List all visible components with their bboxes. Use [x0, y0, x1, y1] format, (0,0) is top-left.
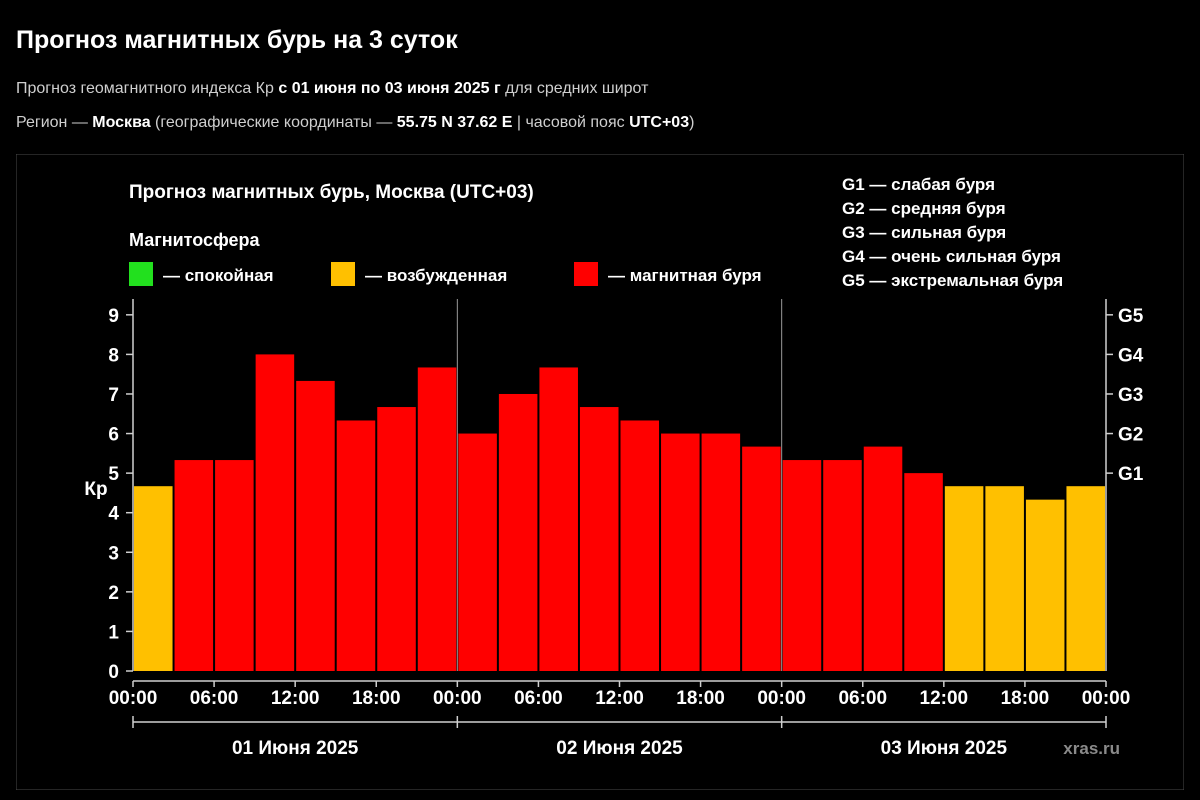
g-tick-label-G3: G3: [1118, 385, 1143, 406]
y-tick-label-7: 7: [108, 385, 119, 406]
bar-21: [944, 486, 984, 671]
bar-8: [417, 367, 457, 671]
bar-16: [742, 446, 781, 671]
grid: [456, 299, 783, 671]
coords-prefix: (географические координаты —: [150, 114, 397, 131]
storm-level-3: G3 — сильная буря: [842, 223, 1006, 242]
bar-3: [215, 460, 254, 671]
bar-22: [985, 486, 1024, 671]
y-tick-label-8: 8: [108, 345, 119, 366]
bar-10: [498, 393, 538, 671]
g-tick-label-G1: G1: [1118, 464, 1144, 485]
x-tick-label-11: 18:00: [1001, 688, 1050, 709]
legend-label-storm: — магнитная буря: [608, 266, 762, 285]
day-labels: 01 Июня 2025 02 Июня 2025 03 Июня 2025: [132, 716, 1107, 759]
region-prefix: Регион —: [16, 114, 93, 131]
bar-4: [255, 354, 295, 671]
x-tick-label-12: 00:00: [1082, 688, 1131, 709]
y-tick-label-3: 3: [108, 543, 119, 564]
x-tick-label-9: 06:00: [838, 688, 887, 709]
bar-18: [823, 460, 862, 671]
g-axis-ticks: G1 G2 G3 G4 G5: [1106, 306, 1144, 485]
day-label-2: 02 Июня 2025: [556, 738, 683, 759]
legend-label-calm: — спокойная: [163, 266, 274, 285]
bar-2: [174, 460, 214, 671]
x-tick-label-6: 12:00: [595, 688, 644, 709]
x-tick-label-5: 06:00: [514, 688, 563, 709]
bar-19: [863, 446, 903, 671]
bar-11: [539, 367, 578, 671]
y-axis-ticks: 0 1 2 3 4 5 6 7 8 9: [108, 306, 133, 683]
x-tick-label-3: 18:00: [352, 688, 401, 709]
y-tick-label-4: 4: [108, 504, 119, 525]
bar-23: [1025, 499, 1065, 671]
x-tick-label-0: 00:00: [109, 688, 158, 709]
storm-level-4: G4 — очень сильная буря: [842, 247, 1061, 266]
bar-1: [134, 486, 173, 671]
period-prefix: Прогноз геомагнитного индекса Кр: [16, 80, 279, 97]
region-name: Москва: [92, 114, 151, 131]
legend-label-excited: — возбужденная: [365, 266, 507, 285]
timezone-value: UTC+03: [629, 114, 690, 131]
chart-title: Прогноз магнитных бурь, Москва (UTC+03): [129, 182, 534, 203]
y-axis-label: Кр: [84, 479, 107, 500]
region-suffix: ): [689, 114, 695, 131]
bar-24: [1066, 486, 1105, 671]
bar-7: [377, 407, 416, 671]
magnetosphere-title: Магнитосфера: [129, 230, 261, 250]
y-tick-label-6: 6: [108, 425, 119, 446]
day-label-3: 03 Июня 2025: [881, 738, 1008, 759]
forecast-period-line: Прогноз геомагнитного индекса Кр с 01 ию…: [16, 80, 648, 98]
kp-forecast-chart: Прогноз магнитных бурь, Москва (UTC+03) …: [16, 154, 1184, 790]
bar-20: [904, 473, 943, 671]
watermark: xras.ru: [1063, 739, 1120, 758]
y-tick-label-2: 2: [108, 583, 119, 604]
x-axis-ticks: 00:00 06:00 12:00 18:00 00:00 06:00 12:00 18:00…: [109, 681, 1131, 709]
g-tick-label-G2: G2: [1118, 425, 1143, 446]
y-tick-label-0: 0: [108, 662, 119, 683]
g-tick-label-G5: G5: [1118, 306, 1144, 327]
bars: [134, 354, 1105, 671]
region-line: Регион — Москва (географические координа…: [16, 114, 694, 132]
period-suffix: для средних широт: [500, 80, 649, 97]
y-tick-label-5: 5: [108, 464, 119, 485]
legend-swatch-excited: [331, 262, 355, 286]
legend: — спокойная — возбужденная — магнитная бур…: [129, 262, 762, 286]
x-tick-label-2: 12:00: [271, 688, 320, 709]
coords-value: 55.75 N 37.62 E: [396, 114, 513, 131]
x-tick-label-4: 00:00: [433, 688, 482, 709]
day-label-1: 01 Июня 2025: [232, 738, 359, 759]
x-tick-label-7: 18:00: [676, 688, 725, 709]
y-tick-label-1: 1: [108, 622, 119, 643]
storm-level-legend: G1 — слабая буря G2 — средняя буря G3 — си…: [842, 175, 1063, 290]
timezone-prefix: | часовой пояс: [512, 114, 630, 131]
x-tick-label-10: 12:00: [920, 688, 969, 709]
storm-level-2: G2 — средняя буря: [842, 199, 1006, 218]
x-tick-label-1: 06:00: [190, 688, 239, 709]
bar-17: [782, 460, 822, 671]
x-tick-label-8: 00:00: [757, 688, 806, 709]
bar-15: [701, 433, 741, 671]
legend-swatch-storm: [574, 262, 598, 286]
bar-9: [458, 433, 497, 671]
y-tick-label-9: 9: [108, 306, 119, 327]
bar-5: [296, 380, 335, 671]
bar-14: [661, 433, 700, 671]
bar-6: [336, 420, 376, 671]
page-title: Прогноз магнитных бурь на 3 суток: [16, 26, 458, 54]
g-tick-label-G4: G4: [1118, 345, 1144, 366]
bar-13: [620, 420, 660, 671]
bar-12: [579, 407, 619, 671]
storm-level-5: G5 — экстремальная буря: [842, 271, 1063, 290]
period-dates: с 01 июня по 03 июня 2025 г: [278, 80, 501, 97]
storm-level-1: G1 — слабая буря: [842, 175, 995, 194]
legend-swatch-calm: [129, 262, 153, 286]
